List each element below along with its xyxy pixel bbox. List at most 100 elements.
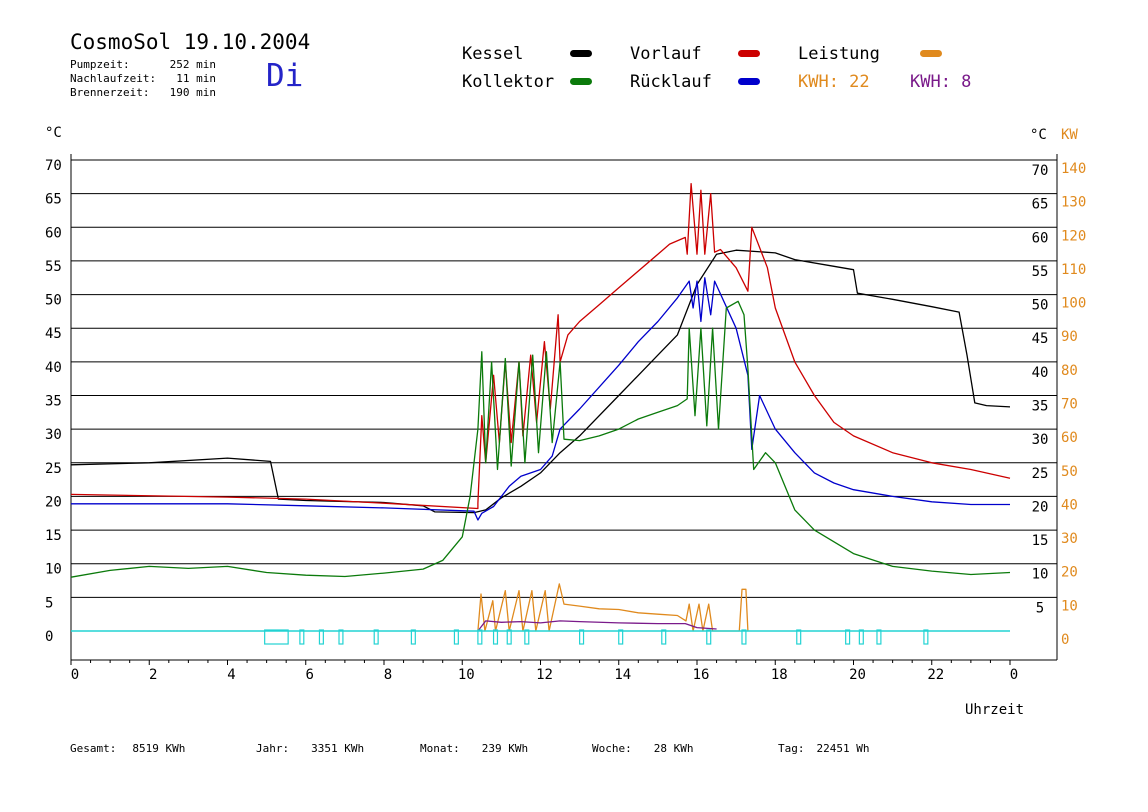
y2-tick-temp-65: 65 xyxy=(1032,197,1049,213)
x-tick-label-4: 8 xyxy=(384,667,392,683)
pump-interval-1 xyxy=(299,629,305,645)
y2-tick-power-70: 70 xyxy=(1061,397,1078,413)
y-axis-unit-left: °C xyxy=(45,125,62,141)
x-tick-label-3: 6 xyxy=(306,667,314,683)
legend-ruecklauf-swatch xyxy=(738,78,760,85)
y2-tick-power-20: 20 xyxy=(1061,565,1078,581)
y-tick-label-70: 70 xyxy=(45,158,62,174)
y2-tick-temp-40: 40 xyxy=(1032,365,1049,381)
y2-tick-temp-5: 5 xyxy=(1036,600,1044,616)
y-tick-label-35: 35 xyxy=(45,394,62,410)
pump-interval-18 xyxy=(858,629,864,645)
pump-interval-0 xyxy=(264,629,289,645)
pump-interval-17 xyxy=(845,629,851,645)
y-tick-label-65: 65 xyxy=(45,192,62,208)
stat-pumpzeit: Pumpzeit: 252 min xyxy=(70,58,216,71)
series-line-r-cklauf xyxy=(71,277,1010,521)
x-tick-label-8: 16 xyxy=(693,667,710,683)
y-tick-label-0: 0 xyxy=(45,629,53,645)
pump-interval-3 xyxy=(338,629,344,645)
pump-interval-10 xyxy=(524,629,530,645)
y2-tick-power-130: 130 xyxy=(1061,195,1086,211)
y2-tick-power-80: 80 xyxy=(1061,363,1078,379)
y-tick-label-5: 5 xyxy=(45,595,53,611)
pump-interval-7 xyxy=(477,629,483,645)
y-axis-unit-right: °C xyxy=(1030,127,1047,143)
weekday-label: Di xyxy=(266,58,304,94)
x-tick-label-1: 2 xyxy=(149,667,157,683)
pump-interval-12 xyxy=(618,629,624,645)
y2-tick-temp-45: 45 xyxy=(1032,331,1049,347)
series-line-kwh-8 xyxy=(477,620,717,632)
legend-kwh-solar: KWH: 22 xyxy=(798,72,870,92)
legend-ruecklauf: Rücklauf xyxy=(630,72,712,92)
x-tick-label-12: 0 xyxy=(1010,667,1018,683)
stat-brennerzeit: Brennerzeit: 190 min xyxy=(70,86,216,99)
footer-monat: Monat: 239 KWh xyxy=(420,742,529,755)
y-tick-label-50: 50 xyxy=(45,293,62,309)
y2-tick-power-10: 10 xyxy=(1061,598,1078,614)
legend-vorlauf: Vorlauf xyxy=(630,44,702,64)
chart-grid xyxy=(71,159,1057,598)
series-line-vorlauf xyxy=(70,182,1011,510)
y2-tick-temp-60: 60 xyxy=(1032,230,1049,246)
legend-leistung-swatch xyxy=(920,50,942,57)
pump-interval-19 xyxy=(876,629,882,645)
y2-tick-temp-30: 30 xyxy=(1032,432,1049,448)
y-tick-label-55: 55 xyxy=(45,259,62,275)
y2-tick-power-100: 100 xyxy=(1061,296,1086,312)
y2-tick-temp-25: 25 xyxy=(1032,466,1049,482)
y-tick-label-25: 25 xyxy=(45,461,62,477)
pump-interval-14 xyxy=(706,629,712,645)
y2-tick-temp-15: 15 xyxy=(1032,533,1049,549)
y2-tick-power-60: 60 xyxy=(1061,430,1078,446)
footer-gesamt: Gesamt: 8519 KWh xyxy=(70,742,186,755)
pump-interval-8 xyxy=(492,629,499,645)
pump-interval-5 xyxy=(410,629,416,645)
legend-kollektor: Kollektor xyxy=(462,72,555,92)
y2-tick-power-40: 40 xyxy=(1061,497,1078,513)
series-line-kollektor xyxy=(70,300,1011,578)
legend-kessel: Kessel xyxy=(462,44,524,64)
x-tick-label-2: 4 xyxy=(227,667,235,683)
y-tick-label-30: 30 xyxy=(45,427,62,443)
y-tick-label-20: 20 xyxy=(45,494,62,510)
y2-tick-power-140: 140 xyxy=(1061,161,1086,177)
x-axis-label: Uhrzeit xyxy=(965,702,1024,718)
y2-tick-temp-70: 70 xyxy=(1032,163,1049,179)
pump-intervals xyxy=(71,629,1010,645)
pump-interval-9 xyxy=(506,629,512,645)
y-tick-label-10: 10 xyxy=(45,562,62,578)
legend-kessel-swatch xyxy=(570,50,592,57)
y2-tick-temp-10: 10 xyxy=(1032,567,1049,583)
y2-tick-power-110: 110 xyxy=(1061,262,1086,278)
pump-interval-6 xyxy=(453,629,459,645)
legend-leistung: Leistung xyxy=(798,44,880,64)
y-tick-label-60: 60 xyxy=(45,225,62,241)
footer-woche: Woche: 28 KWh xyxy=(592,742,694,755)
stat-nachlaufzeit: Nachlaufzeit: 11 min xyxy=(70,72,216,85)
y-axis-unit-power: KW xyxy=(1061,127,1078,143)
y2-tick-temp-55: 55 xyxy=(1032,264,1049,280)
y2-tick-temp-50: 50 xyxy=(1032,298,1049,314)
chart-series xyxy=(70,182,1011,632)
x-tick-label-0: 0 xyxy=(71,667,79,683)
x-tick-label-9: 18 xyxy=(771,667,788,683)
y2-tick-power-30: 30 xyxy=(1061,531,1078,547)
y2-tick-temp-20: 20 xyxy=(1032,499,1049,515)
x-tick-label-5: 10 xyxy=(458,667,475,683)
footer-tag: Tag: 22451 Wh xyxy=(778,742,870,755)
x-tick-label-7: 14 xyxy=(614,667,631,683)
y2-tick-power-120: 120 xyxy=(1061,228,1086,244)
pump-interval-15 xyxy=(741,629,747,645)
pump-interval-20 xyxy=(923,629,929,645)
y2-tick-temp-35: 35 xyxy=(1032,399,1049,415)
y-tick-label-15: 15 xyxy=(45,528,62,544)
x-tick-label-11: 22 xyxy=(927,667,944,683)
y-tick-label-45: 45 xyxy=(45,326,62,342)
y2-tick-power-90: 90 xyxy=(1061,329,1078,345)
legend-kollektor-swatch xyxy=(570,78,592,85)
pump-interval-11 xyxy=(579,629,585,645)
